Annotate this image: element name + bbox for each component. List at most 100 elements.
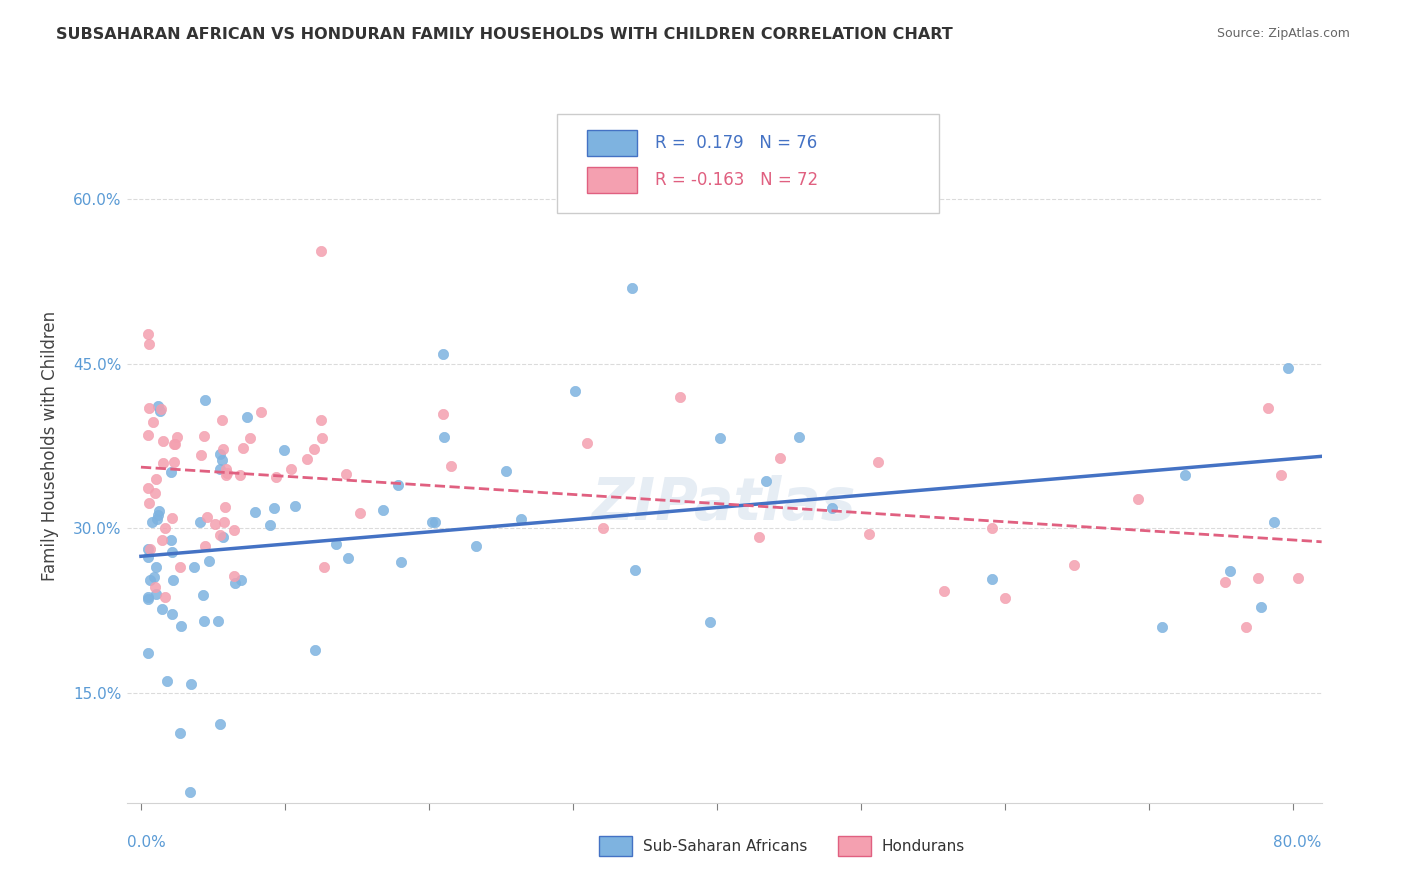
Point	[148, 504, 170, 518]
Point	[1213, 574, 1236, 589]
Point	[162, 573, 184, 587]
Point	[193, 614, 215, 628]
Point	[309, 244, 332, 258]
Point	[156, 673, 179, 688]
Bar	[838, 837, 872, 856]
Point	[159, 465, 181, 479]
Point	[349, 506, 371, 520]
Point	[145, 472, 167, 486]
Point	[188, 515, 211, 529]
Point	[335, 467, 357, 482]
Point	[162, 544, 184, 558]
Text: R = -0.163   N = 72: R = -0.163 N = 72	[655, 171, 818, 189]
Point	[668, 390, 690, 404]
Point	[236, 409, 259, 424]
Point	[420, 515, 443, 529]
Point	[179, 784, 201, 798]
Point	[138, 337, 160, 351]
Point	[142, 416, 165, 430]
Point	[169, 560, 191, 574]
Point	[149, 404, 172, 418]
Point	[146, 511, 169, 525]
Point	[138, 496, 160, 510]
Point	[212, 442, 235, 457]
Point	[215, 462, 238, 476]
Point	[748, 530, 770, 544]
Point	[145, 559, 167, 574]
Point	[214, 500, 236, 514]
Point	[197, 509, 219, 524]
Point	[217, 467, 239, 481]
Point	[239, 432, 262, 446]
Point	[495, 464, 517, 478]
Point	[163, 455, 186, 469]
Point	[136, 327, 159, 342]
Point	[624, 563, 647, 577]
Point	[576, 436, 599, 450]
Point	[166, 430, 188, 444]
Text: Source: ZipAtlas.com: Source: ZipAtlas.com	[1216, 27, 1350, 40]
Text: 80.0%: 80.0%	[1274, 836, 1322, 850]
Point	[1286, 571, 1309, 585]
Point	[264, 470, 287, 484]
Point	[621, 281, 644, 295]
Point	[866, 455, 889, 469]
Point	[1374, 463, 1396, 477]
Point	[224, 569, 246, 583]
Point	[204, 517, 226, 532]
Point	[207, 614, 229, 628]
Point	[224, 576, 246, 591]
Point	[821, 500, 844, 515]
Point	[138, 401, 160, 416]
Point	[592, 521, 614, 535]
Point	[159, 533, 181, 547]
Point	[1277, 360, 1299, 375]
Point	[163, 437, 186, 451]
Point	[259, 518, 281, 533]
Point	[263, 501, 285, 516]
Point	[1257, 401, 1279, 416]
Point	[464, 539, 486, 553]
Point	[787, 429, 810, 443]
Point	[209, 527, 232, 541]
Text: Hondurans: Hondurans	[882, 838, 965, 854]
Point	[222, 523, 245, 537]
Point	[145, 587, 167, 601]
Point	[1246, 572, 1268, 586]
Point	[373, 503, 395, 517]
Point	[169, 726, 191, 740]
Point	[170, 619, 193, 633]
Point	[232, 441, 254, 455]
Point	[312, 559, 335, 574]
Point	[284, 500, 307, 514]
Point	[229, 574, 252, 588]
Point	[1263, 515, 1285, 529]
Point	[136, 427, 159, 442]
Point	[769, 450, 792, 465]
Point	[190, 448, 212, 462]
Point	[309, 413, 332, 427]
Point	[981, 521, 1004, 535]
Point	[1218, 564, 1240, 578]
Point	[337, 551, 360, 566]
Bar	[586, 167, 637, 193]
Point	[143, 486, 166, 500]
Point	[1174, 467, 1197, 482]
Point	[564, 384, 586, 398]
Point	[1234, 620, 1257, 634]
Text: SUBSAHARAN AFRICAN VS HONDURAN FAMILY HOUSEHOLDS WITH CHILDREN CORRELATION CHART: SUBSAHARAN AFRICAN VS HONDURAN FAMILY HO…	[56, 27, 953, 42]
Point	[932, 583, 955, 598]
Point	[162, 607, 184, 621]
Point	[150, 533, 173, 547]
Point	[1128, 491, 1150, 506]
Point	[228, 468, 250, 483]
Point	[1063, 558, 1085, 572]
Point	[304, 643, 326, 657]
Point	[150, 401, 173, 416]
Point	[136, 590, 159, 604]
Bar	[599, 837, 633, 856]
FancyBboxPatch shape	[557, 114, 939, 212]
Point	[136, 542, 159, 557]
Point	[211, 452, 233, 467]
Bar	[586, 130, 637, 155]
